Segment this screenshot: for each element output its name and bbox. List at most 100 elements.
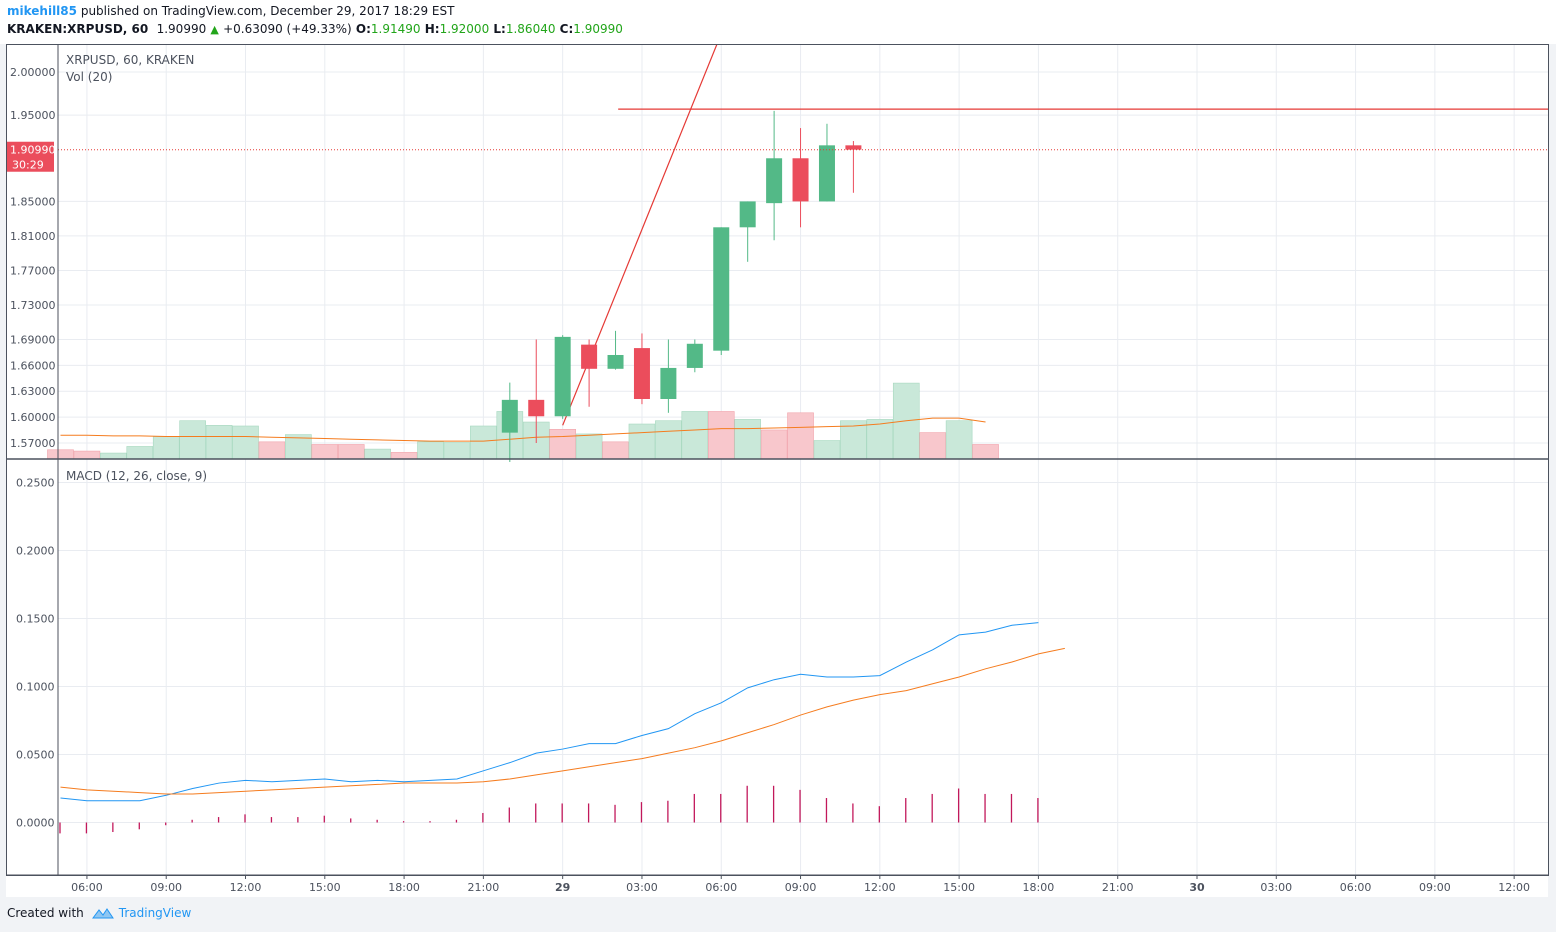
ohlc-legend: KRAKEN:XRPUSD, 60 1.90990 ▲ +0.63090 (+4… <box>7 22 623 36</box>
volume-bar-up <box>100 452 127 460</box>
last-price-badge <box>6 141 54 172</box>
volume-bar-up <box>734 419 761 460</box>
candle-down <box>792 158 809 202</box>
volume-bar-up <box>364 448 391 460</box>
price-tick-label: 1.85000 <box>10 195 56 208</box>
volume-bar-down <box>760 429 788 460</box>
signal-line <box>60 647 1065 795</box>
time-tick-label: 12:00 <box>230 881 262 894</box>
candle-up <box>739 201 756 228</box>
volume-indicator-title: Vol (20) <box>66 70 112 84</box>
time-tick-label: 18:00 <box>388 881 420 894</box>
published-text: published on TradingView.com, December 2… <box>80 4 455 18</box>
open-label: O: <box>355 22 371 36</box>
candle-up <box>713 227 730 351</box>
price-tick-label: 2.00000 <box>10 66 56 79</box>
volume-bar-down <box>73 450 101 460</box>
time-tick-label: 18:00 <box>1023 881 1055 894</box>
time-tick-label: 06:00 <box>71 881 103 894</box>
volume-bar-down <box>311 444 339 460</box>
volume-bar-down <box>787 412 814 460</box>
price-tick-label: 1.77000 <box>10 264 56 277</box>
volume-bar-up <box>205 425 233 460</box>
candle-down <box>581 344 598 369</box>
volume-bar-down <box>549 428 576 460</box>
volume-bar-up <box>655 420 682 460</box>
publish-info: mikehill85 published on TradingView.com,… <box>7 4 454 18</box>
volume-bar-down <box>919 432 946 460</box>
candle-up <box>660 367 677 399</box>
time-tick-label: 29 <box>555 881 570 894</box>
candle-up <box>766 158 783 204</box>
candle-down <box>845 145 862 150</box>
time-tick-label: 12:00 <box>864 881 896 894</box>
volume-bar-down <box>47 449 74 460</box>
header-bar: mikehill85 published on TradingView.com,… <box>0 0 1556 44</box>
tradingview-link[interactable]: TradingView <box>118 906 192 920</box>
candle-up <box>607 354 624 369</box>
price-tick-label: 1.63000 <box>10 385 56 398</box>
candle-down <box>633 348 650 399</box>
close-label: C: <box>559 22 574 36</box>
candle-down <box>528 399 545 417</box>
time-tick-label: 09:00 <box>785 881 817 894</box>
volume-ma-line <box>60 417 986 442</box>
last-price: 1.90990 <box>156 22 207 36</box>
price-tick-label: 1.60000 <box>10 411 56 424</box>
volume-bar-down <box>602 441 629 460</box>
time-tick-label: 03:00 <box>1260 881 1292 894</box>
price-tick-label: 1.66000 <box>10 359 56 372</box>
volume-bar-up <box>417 441 444 460</box>
last-price-label: 1.90990 <box>10 144 56 157</box>
time-tick-label: 21:00 <box>1102 881 1134 894</box>
time-tick-label: 06:00 <box>705 881 737 894</box>
volume-bar-up <box>443 442 471 460</box>
price-tick-label: 1.73000 <box>10 299 56 312</box>
chart-canvas[interactable]: 2.00000 1.95000 1.85000 1.81000 1.77000 1.730… <box>0 44 1556 900</box>
volume-bar-up <box>840 420 867 460</box>
macd-tick-label: 0.2500 <box>16 477 55 490</box>
volume-bar-down <box>258 441 286 460</box>
time-tick-label: 21:00 <box>468 881 500 894</box>
volume-bar-up <box>232 425 259 460</box>
time-tick-label: 15:00 <box>943 881 975 894</box>
candle-up <box>554 336 571 417</box>
volume-bar-up <box>628 423 656 460</box>
volume-bar-up <box>866 419 894 460</box>
up-arrow-icon: ▲ <box>210 23 219 36</box>
macd-pane-title: MACD (12, 26, close, 9) <box>66 469 207 483</box>
time-tick-label: 06:00 <box>1340 881 1372 894</box>
volume-bar-up <box>945 420 973 460</box>
volume-bar-up <box>470 425 497 460</box>
volume-bar-down <box>972 444 999 460</box>
time-tick-label: 12:00 <box>1498 881 1530 894</box>
volume-bar-down <box>337 444 365 460</box>
low-label: L: <box>493 22 506 36</box>
tradingview-logo-icon <box>91 908 114 919</box>
time-axis-area <box>6 875 1548 897</box>
candle-up <box>501 399 518 433</box>
price-tick-label: 1.69000 <box>10 333 56 346</box>
time-tick-label: 09:00 <box>1419 881 1451 894</box>
volume-bar-up <box>285 434 312 460</box>
volume-bar-down <box>707 411 735 460</box>
price-tick-label: 1.57000 <box>10 437 56 450</box>
time-tick-label: 15:00 <box>309 881 341 894</box>
volume-bar-up <box>152 436 180 460</box>
high-label: H: <box>424 22 440 36</box>
macd-tick-label: 0.2000 <box>16 545 55 558</box>
candle-up <box>818 145 835 202</box>
low-value: 1.86040 <box>505 22 556 36</box>
volume-bar-up <box>179 420 206 460</box>
time-tick-label: 03:00 <box>626 881 658 894</box>
price-tick-label: 1.95000 <box>10 109 56 122</box>
macd-tick-label: 0.1500 <box>16 613 55 626</box>
high-value: 1.92000 <box>439 22 490 36</box>
volume-bar-up <box>575 433 603 460</box>
open-value: 1.91490 <box>370 22 421 36</box>
candle-up <box>686 343 703 368</box>
publisher-username[interactable]: mikehill85 <box>7 4 77 18</box>
symbol-label: KRAKEN:XRPUSD, 60 <box>7 22 149 36</box>
footer: Created with TradingView <box>7 906 191 920</box>
volume-bar-down <box>390 452 418 460</box>
